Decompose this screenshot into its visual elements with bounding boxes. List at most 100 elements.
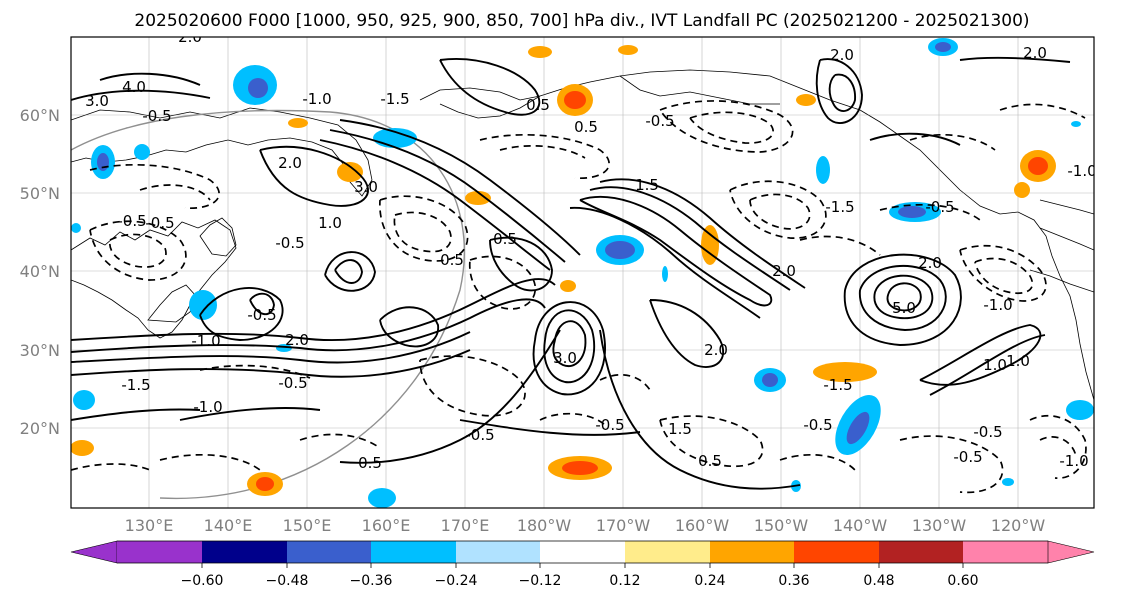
shaded-divergence <box>71 38 1094 508</box>
contour-label: 2.0 <box>772 262 796 280</box>
contour-label: -0.5 <box>925 198 954 216</box>
lon-label: 170°E <box>441 516 490 535</box>
lat-label: 40°N <box>20 262 60 281</box>
contour-label: -0.5 <box>275 234 304 252</box>
lon-label: 180°W <box>517 516 572 535</box>
contour-label: -0.5 <box>247 306 276 324</box>
colorbar-tick-label: −0.24 <box>435 573 478 589</box>
colorbar-tick-label: 0.60 <box>947 573 978 589</box>
contour-label: 2.0 <box>178 28 202 46</box>
colorbar-segment <box>117 541 202 563</box>
contour-label: -0.5 <box>117 212 146 230</box>
dashed-contours <box>71 100 1087 494</box>
lat-label: 30°N <box>20 341 60 360</box>
colorbar: −0.60 −0.48 −0.36 −0.24 −0.12 0.12 0.24 … <box>70 540 1095 589</box>
colorbar-segment <box>963 541 1048 563</box>
coastlines <box>71 69 1094 401</box>
lon-label: 130°E <box>125 516 174 535</box>
lon-label: 140°E <box>204 516 253 535</box>
contour-label: -0.5 <box>953 448 982 466</box>
contour-label: -0.5 <box>803 416 832 434</box>
colorbar-tick-label: −0.12 <box>519 573 562 589</box>
lon-label: 140°W <box>833 516 888 535</box>
contour-label: -1.5 <box>825 198 854 216</box>
contour-label: 4.0 <box>122 78 146 96</box>
contour-label: -1.0 <box>191 332 220 350</box>
lon-label: 160°E <box>362 516 411 535</box>
contour-label: 2.0 <box>285 331 309 349</box>
solid-contours <box>71 56 1071 490</box>
lon-label: 170°W <box>596 516 651 535</box>
contour-label: 0.5 <box>440 251 464 269</box>
contour-label: -1.5 <box>380 90 409 108</box>
contour-label: 3.0 <box>354 178 378 196</box>
lon-label: 160°W <box>675 516 730 535</box>
contour-label: -1.0 <box>193 398 222 416</box>
contour-label: 5.0 <box>892 299 916 317</box>
contour-label: 1.0 <box>983 356 1007 374</box>
colorbar-segment <box>287 541 371 563</box>
colorbar-tick-label: −0.60 <box>181 573 224 589</box>
contour-label: -0.5 <box>595 416 624 434</box>
contour-label: 2.0 <box>1023 44 1047 62</box>
contour-label: 1.0 <box>318 214 342 232</box>
contour-label: -0.5 <box>145 214 174 232</box>
colorbar-segment <box>202 541 287 563</box>
map-panel: 2.0 4.0 3.0 -0.5 -1.0 -1.5 2.0 3.0 -0.5 … <box>70 28 1096 509</box>
contour-label: -0.5 <box>465 426 494 444</box>
colorbar-segment <box>540 541 625 563</box>
colorbar-segment <box>456 541 540 563</box>
colorbar-tick-label: 0.12 <box>609 573 640 589</box>
colorbar-segment <box>710 541 794 563</box>
colorbar-tick-label: 0.36 <box>778 573 809 589</box>
colorbar-max-extension <box>1047 540 1095 564</box>
contour-label: 1.5 <box>668 420 692 438</box>
contour-label: -1.0 <box>1067 162 1096 180</box>
contour-label: 2.0 <box>830 46 854 64</box>
contour-label: 3.0 <box>553 349 577 367</box>
colorbar-segment <box>371 541 456 563</box>
contour-label: -0.5 <box>142 107 171 125</box>
figure-title: 2025020600 F000 [1000, 950, 925, 900, 85… <box>134 11 1029 31</box>
contour-label: -0.5 <box>645 112 674 130</box>
lon-label: 130°W <box>912 516 967 535</box>
lat-label: 60°N <box>20 106 60 125</box>
colorbar-segment <box>879 541 963 563</box>
colorbar-tick-label: −0.36 <box>350 573 393 589</box>
contour-label: 0.5 <box>698 452 722 470</box>
map-frame <box>70 36 1095 509</box>
lat-label: 50°N <box>20 184 60 203</box>
contour-label: 2.0 <box>918 254 942 272</box>
lon-label: 150°E <box>283 516 332 535</box>
contour-label: 2.0 <box>278 154 302 172</box>
contour-label: 0.5 <box>526 96 550 114</box>
contour-labels: 2.0 4.0 3.0 -0.5 -1.0 -1.5 2.0 3.0 -0.5 … <box>85 28 1096 472</box>
contour-label: -1.0 <box>302 90 331 108</box>
contour-label: -1.5 <box>823 376 852 394</box>
contour-label: 0.5 <box>574 118 598 136</box>
contour-label: 0.5 <box>358 454 382 472</box>
colorbar-tick-label: −0.48 <box>266 573 309 589</box>
colorbar-min-extension <box>70 540 118 564</box>
lon-label: 120°W <box>991 516 1046 535</box>
contour-label: 3.0 <box>85 92 109 110</box>
contour-label: -1.0 <box>983 296 1012 314</box>
colorbar-segment <box>625 541 710 563</box>
colorbar-tick-label: 0.48 <box>863 573 894 589</box>
contour-label: 2.0 <box>704 341 728 359</box>
contour-label: 1.5 <box>635 176 659 194</box>
contour-label: -0.5 <box>278 374 307 392</box>
contour-label: -1.5 <box>121 376 150 394</box>
longitude-axis: 130°E 140°E 150°E 160°E 170°E 180°W 170°… <box>125 516 1046 535</box>
contour-label: -0.5 <box>973 423 1002 441</box>
colorbar-tick-label: 0.24 <box>694 573 725 589</box>
contour-label: 1.0 <box>1006 352 1030 370</box>
contour-label: 0.5 <box>493 230 517 248</box>
colorbar-segment <box>794 541 879 563</box>
contour-label: -1.0 <box>1059 452 1088 470</box>
lon-label: 150°W <box>754 516 809 535</box>
lat-label: 20°N <box>20 419 60 438</box>
colorbar-ticks <box>201 563 964 568</box>
latitude-axis: 60°N 50°N 40°N 30°N 20°N <box>20 106 60 438</box>
